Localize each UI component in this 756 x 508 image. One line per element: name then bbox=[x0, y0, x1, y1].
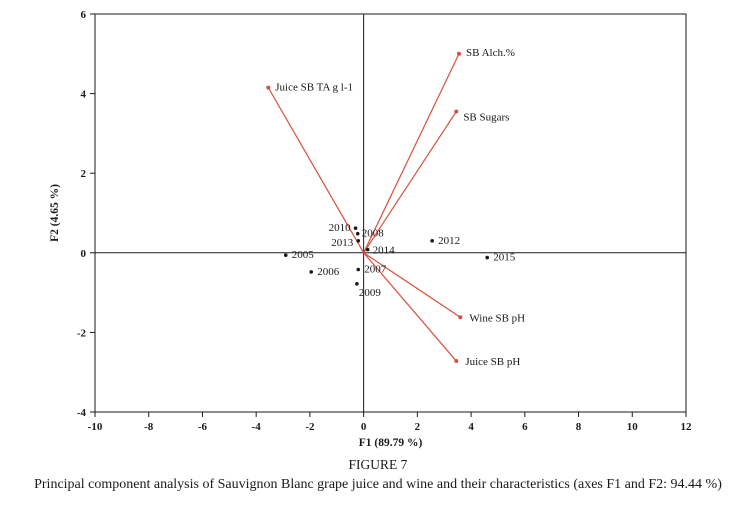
x-tick-label: 8 bbox=[576, 421, 582, 433]
loading-vector-label: Juice SB pH bbox=[465, 356, 520, 368]
data-point-label: 2005 bbox=[292, 249, 315, 261]
loading-vector bbox=[363, 53, 460, 254]
data-point bbox=[365, 247, 370, 252]
x-tick-label: 6 bbox=[522, 421, 528, 433]
data-point-label: 2015 bbox=[493, 252, 516, 264]
data-point bbox=[283, 253, 288, 257]
x-tick-label: 12 bbox=[681, 421, 693, 433]
plot-border bbox=[94, 13, 687, 413]
loading-vector-tip bbox=[454, 359, 459, 364]
loading-vector bbox=[363, 252, 457, 362]
y-tick-label: 4 bbox=[81, 89, 87, 101]
x-tick-label: -2 bbox=[305, 421, 315, 433]
loading-vector-label: Juice SB TA g l-1 bbox=[275, 82, 353, 94]
x-tick-label: -4 bbox=[252, 421, 262, 433]
x-tick-label: -8 bbox=[144, 421, 154, 433]
y-tick-label: -2 bbox=[77, 327, 87, 339]
x-tick-label: 4 bbox=[468, 421, 474, 433]
loading-vector-tip bbox=[266, 85, 271, 90]
data-point-label: 2007 bbox=[364, 264, 387, 276]
data-point bbox=[485, 255, 490, 260]
data-point bbox=[309, 270, 314, 274]
x-tick-label: 2 bbox=[415, 421, 421, 433]
data-point-label: 2009 bbox=[359, 287, 382, 299]
data-point bbox=[355, 282, 359, 286]
y-axis-title: F2 (4.65 %) bbox=[49, 184, 61, 242]
x-axis-title: F1 (89.79 %) bbox=[359, 437, 423, 449]
data-point-label: 2008 bbox=[362, 228, 385, 240]
loading-vector-label: Wine SB pH bbox=[469, 312, 525, 324]
data-point bbox=[353, 226, 358, 230]
data-point-label: 2012 bbox=[438, 235, 460, 247]
y-tick-label: 0 bbox=[81, 248, 87, 260]
loading-vector bbox=[267, 87, 365, 254]
data-point-label: 2010 bbox=[329, 222, 352, 234]
x-tick-label: -6 bbox=[198, 421, 208, 433]
y-tick-label: -4 bbox=[77, 407, 87, 419]
data-point bbox=[356, 239, 361, 243]
pca-scatter-chart: -10 -8 -6 -4 -2 0 2 4 6 8 10 12 -4 -2 0 2 4 6 SB Alch.% SB … bbox=[49, 9, 693, 449]
loading-vector-label: SB Sugars bbox=[463, 112, 509, 124]
loading-vector-tip bbox=[458, 315, 463, 320]
loading-vector-tip bbox=[457, 51, 462, 56]
x-tick-label: 0 bbox=[361, 421, 367, 433]
data-point bbox=[355, 231, 360, 236]
loading-vector-label: SB Alch.% bbox=[466, 47, 515, 59]
loading-vector bbox=[363, 111, 457, 254]
loading-vector bbox=[363, 252, 461, 318]
data-point bbox=[430, 239, 434, 243]
figure-caption: Principal component analysis of Sauvigno… bbox=[34, 477, 722, 492]
data-point-label: 2013 bbox=[331, 237, 354, 249]
x-tick-label: 10 bbox=[627, 421, 639, 433]
figure-label: FIGURE 7 bbox=[348, 457, 408, 472]
data-point bbox=[356, 267, 361, 272]
loading-vector-tip bbox=[454, 109, 459, 114]
y-tick-label: 2 bbox=[81, 168, 87, 180]
y-tick-label: 6 bbox=[81, 9, 87, 21]
x-tick-label: -10 bbox=[88, 421, 103, 433]
data-point-label: 2006 bbox=[317, 266, 340, 278]
data-point-label: 2014 bbox=[373, 245, 396, 257]
